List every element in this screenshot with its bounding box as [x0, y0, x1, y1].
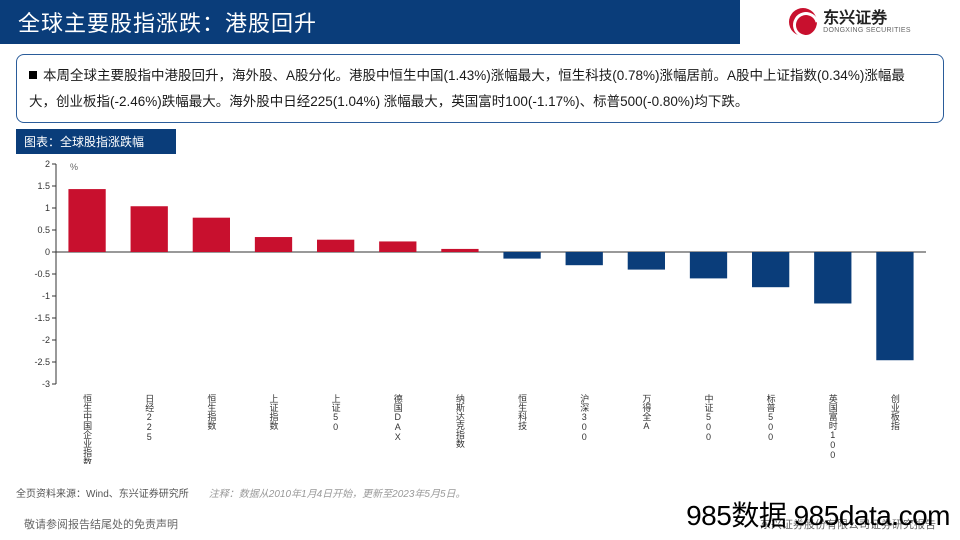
svg-text:0: 0: [45, 247, 50, 257]
bar: [566, 252, 603, 265]
category-label: 沪深300: [579, 393, 589, 442]
bar: [876, 252, 913, 360]
category-label: 上证50: [331, 394, 341, 432]
summary-box: 本周全球主要股指中港股回升，海外股、A股分化。港股中恒生中国(1.43%)涨幅最…: [16, 54, 944, 123]
category-label: 中证500: [704, 393, 714, 442]
logo-cn: 东兴证券: [823, 11, 911, 27]
company-logo-text: 东兴证券 DONGXING SECURITIES: [823, 11, 911, 34]
category-label: 纳斯达克指数: [455, 393, 465, 449]
page-title: 全球主要股指涨跌：港股回升: [18, 6, 317, 38]
svg-text:-2: -2: [42, 335, 50, 345]
chart-title: 图表：全球股指涨跌幅: [24, 135, 144, 149]
source-label: 全页资料来源：Wind、东兴证券研究所: [16, 485, 189, 500]
bar: [379, 242, 416, 253]
svg-text:-2.5: -2.5: [34, 357, 50, 367]
bar: [131, 207, 168, 253]
bar: [814, 252, 851, 303]
chart-title-bar: 图表：全球股指涨跌幅: [16, 129, 176, 154]
category-label: 英国富时100: [828, 393, 838, 460]
category-label: 恒生科技: [517, 393, 527, 431]
bar: [690, 252, 727, 278]
source-row: 全页资料来源：Wind、东兴证券研究所 注释：数据从2010年1月4日开始，更新…: [16, 485, 466, 500]
bar: [503, 252, 540, 259]
watermark-text: 985数据 985data.com: [686, 500, 950, 531]
category-label: 标普500: [766, 393, 776, 442]
category-label: 上证指数: [269, 394, 279, 431]
chart-region: -3 -2.5 -2 -1.5 -1 -0.5 0 0.5 1 1.5 2% 恒生中国企业指数 日经22…: [16, 154, 944, 474]
header-title-bar: 全球主要股指涨跌：港股回升: [0, 0, 740, 44]
bar: [255, 237, 292, 252]
bar: [441, 249, 478, 252]
summary-body: 本周全球主要股指中港股回升，海外股、A股分化。港股中恒生中国(1.43%)涨幅最…: [29, 68, 905, 109]
logo-en: DONGXING SECURITIES: [823, 27, 911, 34]
svg-text:1.5: 1.5: [37, 181, 50, 191]
logo-block: 东兴证券 DONGXING SECURITIES: [740, 0, 960, 44]
company-logo-icon: [789, 8, 817, 36]
svg-text:1: 1: [45, 203, 50, 213]
watermark: 985数据 985data.com: [686, 494, 950, 534]
category-label: 创业板指: [890, 393, 900, 431]
bar-chart: -3 -2.5 -2 -1.5 -1 -0.5 0 0.5 1 1.5 2% 恒生中国企业指数 日经22…: [16, 154, 944, 464]
category-label: 德国DAX: [393, 393, 403, 442]
svg-text:%: %: [70, 162, 78, 172]
svg-text:-3: -3: [42, 379, 50, 389]
category-label: 恒生指数: [206, 393, 216, 431]
svg-text:-1: -1: [42, 291, 50, 301]
bar: [752, 252, 789, 287]
summary-text: 本周全球主要股指中港股回升，海外股、A股分化。港股中恒生中国(1.43%)涨幅最…: [29, 63, 931, 114]
svg-text:-1.5: -1.5: [34, 313, 50, 323]
svg-text:0.5: 0.5: [37, 225, 50, 235]
header: 全球主要股指涨跌：港股回升 东兴证券 DONGXING SECURITIES: [0, 0, 960, 44]
slide-page: 全球主要股指涨跌：港股回升 东兴证券 DONGXING SECURITIES 本…: [0, 0, 960, 540]
svg-text:2: 2: [45, 159, 50, 169]
bar: [193, 218, 230, 252]
svg-text:-0.5: -0.5: [34, 269, 50, 279]
source-note: 注释：数据从2010年1月4日开始，更新至2023年5月5日。: [209, 485, 466, 500]
bar: [68, 189, 105, 252]
bullet-icon: [29, 71, 37, 79]
category-label: 日经225: [144, 394, 154, 442]
category-label: 万得全A: [641, 394, 651, 431]
footer-disclaimer: 敬请参阅报告结尾处的免责声明: [24, 516, 178, 532]
bar: [628, 252, 665, 270]
category-label: 恒生中国企业指数: [82, 393, 92, 464]
bar: [317, 240, 354, 252]
